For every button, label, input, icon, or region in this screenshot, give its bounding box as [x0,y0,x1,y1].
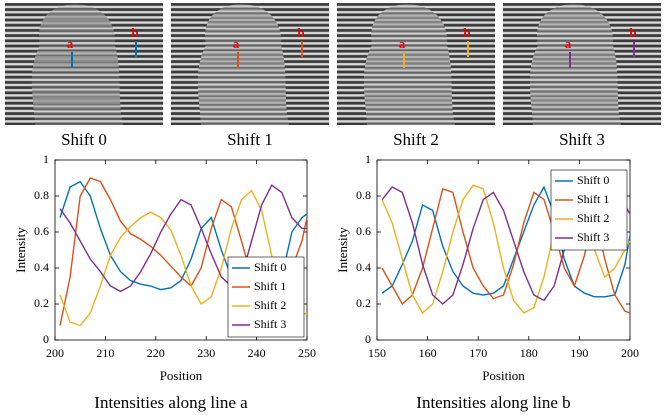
x-tick-label: 240 [248,346,266,360]
x-tick-label: 250 [298,346,316,360]
y-tick-label: 0.4 [34,260,49,274]
x-axis-label: Position [482,368,525,383]
y-axis-label: Intensity [335,227,350,273]
legend-box [227,256,305,338]
marker-label: b [297,25,304,40]
chart-caption: Intensities along line a [94,393,248,412]
image-caption: Shift 0 [61,130,107,149]
x-axis-label: Position [160,368,203,383]
chart-caption: Intensities along line b [416,393,570,412]
statue [529,4,621,125]
y-tick-label: 0.8 [356,188,371,202]
legend-label: Shift 0 [577,173,609,187]
x-tick-label: 170 [469,346,487,360]
image-caption: Shift 1 [227,130,273,149]
axes-box [376,159,631,341]
y-tick-label: 0.4 [356,260,371,274]
marker-label: a [67,36,74,51]
y-tick-label: 0.2 [34,296,49,310]
legend-label: Shift 0 [254,260,286,274]
legend-label: Shift 3 [577,230,609,244]
x-tick-label: 200 [621,346,639,360]
x-tick-label: 220 [147,346,165,360]
image-caption: Shift 2 [393,130,439,149]
legend-box [550,169,628,251]
x-tick-label: 210 [96,346,114,360]
legend-label: Shift 2 [254,298,286,312]
statue [363,4,455,125]
image-panel: ab [171,3,329,125]
axes-box [54,159,308,341]
x-tick-label: 200 [46,346,64,360]
y-tick-label: 0.6 [34,224,49,238]
y-tick-label: 0 [43,332,49,346]
y-tick-label: 0.6 [356,224,371,238]
legend-label: Shift 1 [254,279,286,293]
marker-label: a [565,36,572,51]
legend-label: Shift 3 [254,317,286,331]
image-panel: ab [337,3,495,125]
statue [31,4,124,125]
legend-label: Shift 2 [577,211,609,225]
image-panel: ab [503,3,661,125]
series-line [59,184,307,293]
y-tick-label: 1 [43,152,49,166]
image-caption: Shift 3 [559,130,605,149]
y-axis-label: Intensity [13,227,28,273]
marker-label: b [131,25,138,40]
x-tick-label: 180 [520,346,538,360]
image-panel: ab [5,3,163,125]
legend-label: Shift 1 [577,192,609,206]
series-line [59,189,308,327]
y-tick-label: 0.2 [356,296,371,310]
y-tick-label: 1 [365,152,371,166]
statue [197,4,289,125]
marker-label: a [399,36,406,51]
marker-label: a [233,36,240,51]
series-line [381,185,631,298]
x-tick-label: 160 [419,346,437,360]
y-tick-label: 0 [365,332,371,346]
marker-label: b [463,25,470,40]
x-tick-label: 150 [368,346,386,360]
x-tick-label: 230 [197,346,215,360]
x-tick-label: 190 [570,346,588,360]
y-tick-label: 0.8 [34,188,49,202]
marker-label: b [629,25,636,40]
